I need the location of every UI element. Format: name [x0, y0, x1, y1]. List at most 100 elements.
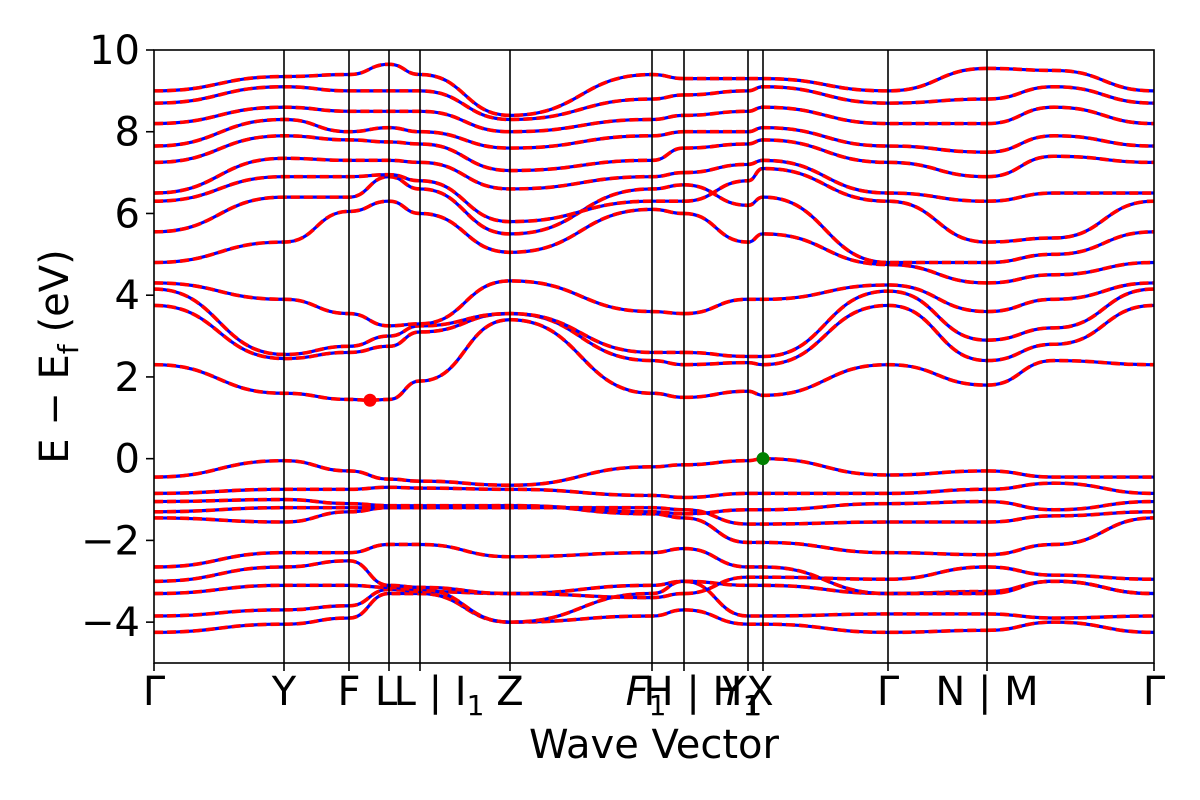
band-11-spin-up-segment-0	[153, 303, 685, 367]
band-13-spin-up-segment-2	[986, 281, 1155, 314]
kpoint-label-subscript: 1	[649, 689, 667, 722]
kpoint-label-text: Γ	[143, 669, 166, 715]
y-tick-label: −2	[81, 518, 140, 564]
band-19-spin-up-segment-1	[684, 125, 988, 154]
band-1-spin-up-segment-2	[986, 612, 1155, 620]
kpoint-label-subscript: 1	[744, 689, 762, 722]
kpoint-label: Γ	[1143, 669, 1166, 715]
kpath-vertical-lines	[283, 50, 988, 663]
band-6-spin-up-segment-1	[683, 507, 987, 526]
band-21-spin-up-segment-2	[986, 84, 1155, 105]
x-axis-title: Wave Vector	[529, 722, 780, 768]
band-8-spin-up-segment-2	[986, 481, 1155, 496]
band-4-spin-up-segment-1	[683, 546, 987, 596]
band-19-spin-up-segment-2	[986, 134, 1155, 154]
band-12-spin-down-segment-2	[986, 287, 1155, 342]
band-lines-layer	[153, 62, 1155, 635]
band-7-spin-up-segment-1	[683, 499, 988, 516]
kpoint-label-text: H | H	[644, 669, 743, 715]
band-15-spin-up-segment-1	[683, 183, 987, 265]
band-5-spin-up-segment-2	[986, 516, 1155, 557]
kpoint-label: F1	[626, 669, 667, 722]
y-axis-title-unit: (eV)	[32, 249, 78, 332]
band-7-spin-up-segment-2	[986, 499, 1155, 512]
band-18-spin-down-segment-0	[153, 134, 685, 173]
band-18-spin-down-segment-2	[986, 154, 1155, 179]
band-9-spin-up-segment-0	[153, 458, 685, 488]
y-tick-label: −4	[81, 600, 140, 646]
kpoint-label-text: X	[746, 669, 773, 715]
band-11-spin-down-segment-2	[986, 303, 1155, 363]
band-16-spin-down-segment-1	[683, 166, 988, 244]
band-11-spin-up-segment-2	[986, 303, 1155, 363]
y-axis-title-subscript: f	[52, 343, 85, 354]
kpoint-label: Γ	[877, 669, 900, 715]
band-20-spin-down-segment-1	[683, 105, 987, 126]
band-14-spin-down-segment-0	[153, 199, 685, 265]
band-6-spin-up-segment-2	[986, 509, 1155, 524]
band-20-spin-up-segment-1	[683, 105, 987, 126]
kpoint-label-text: Γ	[1143, 669, 1166, 715]
y-tick-label: 6	[115, 191, 140, 237]
y-tick-label: 10	[89, 28, 140, 74]
kpoint-label: L | I1	[394, 669, 485, 722]
kpoint-label: Y1	[720, 669, 762, 722]
y-axis-title: E − Ef (eV)	[32, 249, 85, 464]
kpoint-label-subscript: 1	[467, 689, 485, 722]
band-16-spin-up-segment-1	[683, 166, 988, 244]
vbm-marker	[756, 452, 770, 466]
extrema-markers	[363, 393, 770, 466]
kpoint-label-text: Γ	[877, 669, 900, 715]
kpoint-label-text: L	[375, 669, 398, 715]
band-21-spin-up-segment-0	[153, 84, 685, 122]
band-8-spin-up-segment-0	[153, 485, 685, 500]
kpoint-label: Z	[496, 669, 523, 715]
band-20-spin-up-segment-2	[986, 105, 1155, 126]
band-14-spin-down-segment-1	[683, 211, 988, 285]
band-22-spin-up-segment-1	[683, 66, 988, 93]
y-tick-label: 0	[115, 437, 140, 483]
band-17-spin-up-segment-2	[986, 191, 1154, 204]
band-12-spin-up-segment-2	[986, 287, 1155, 342]
kpoint-label-text: N | M	[935, 669, 1038, 715]
band-10-spin-up-segment-1	[683, 362, 988, 400]
band-9-spin-up-segment-1	[683, 456, 988, 477]
band-11-spin-up-segment-1	[683, 303, 988, 367]
kpoint-label: F	[337, 669, 360, 715]
band-9-spin-up-segment-2	[986, 469, 1154, 479]
kpoint-label-text: Y	[271, 669, 297, 715]
kpoint-label: Γ	[143, 669, 166, 715]
band-7-spin-up-segment-0	[153, 497, 685, 516]
kpoint-label-text: L | I	[394, 669, 467, 715]
kpoint-label-subscript: 1	[743, 689, 761, 722]
band-3-spin-up-segment-2	[986, 565, 1155, 582]
band-18-spin-up-segment-1	[683, 138, 988, 179]
kpoint-label-text: F	[626, 669, 650, 715]
band-10-spin-up-segment-2	[986, 358, 1155, 387]
band-10-spin-up-segment-0	[153, 317, 685, 403]
kpoint-label: X	[746, 669, 773, 715]
kpoint-label: H | H1	[644, 669, 761, 722]
band-8-spin-up-segment-1	[683, 487, 988, 500]
band-5-spin-up-segment-1	[683, 516, 988, 557]
kpoint-label: N | M	[935, 669, 1038, 715]
cbm-marker	[363, 393, 377, 407]
kpoint-label-text: Z	[496, 669, 523, 715]
band-12-spin-up-segment-1	[683, 289, 988, 359]
band-1-spin-up-segment-1	[683, 579, 987, 618]
y-axis-title-main: E − E	[32, 354, 78, 464]
band-22-spin-up-segment-2	[986, 66, 1155, 93]
band-3-spin-up-segment-1	[683, 565, 988, 596]
band-15-spin-up-segment-2	[986, 230, 1155, 265]
kpoint-label-text: F	[337, 669, 360, 715]
band-2-spin-up-segment-1	[683, 579, 988, 596]
y-tick-label: 4	[115, 273, 140, 319]
kpoint-label-text: Y	[720, 669, 748, 715]
band-14-spin-up-segment-0	[153, 199, 685, 265]
band-18-spin-up-segment-2	[986, 154, 1155, 179]
y-tick-label: 2	[115, 355, 140, 401]
band-12-spin-up-segment-0	[153, 287, 684, 357]
band-18-spin-up-segment-0	[153, 134, 685, 173]
